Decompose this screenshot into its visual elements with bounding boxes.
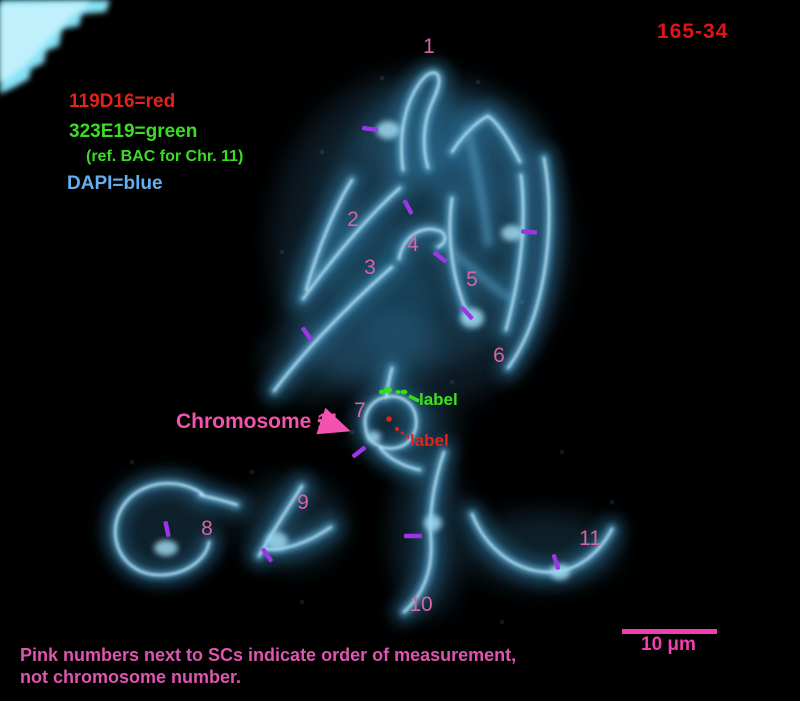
order-marker-9: 9 xyxy=(297,491,309,514)
green-signal-label: label xyxy=(419,390,458,409)
scale-bar xyxy=(622,629,717,634)
legend-green-probe-note: (ref. BAC for Chr. 11) xyxy=(86,148,244,165)
order-marker-7: 7 xyxy=(354,399,366,422)
green-fish-signal xyxy=(379,387,420,403)
order-marker-1: 1 xyxy=(423,35,435,58)
nucleus-blob xyxy=(0,0,110,94)
legend-red-probe: 119D16=red xyxy=(69,91,176,112)
order-marker-6: 6 xyxy=(493,344,505,367)
chromosome11-label: Chromosome 11 xyxy=(176,410,340,433)
speckles xyxy=(130,76,614,624)
legend-green-probe: 323E19=green xyxy=(69,121,198,142)
figure-id: 165-34 xyxy=(657,20,729,43)
red-signal-label: label xyxy=(410,431,449,450)
order-marker-10: 10 xyxy=(409,593,433,616)
caption-line-1: Pink numbers next to SCs indicate order … xyxy=(20,645,517,665)
scale-bar-label: 10 μm xyxy=(641,634,696,655)
legend-dapi: DAPI=blue xyxy=(67,173,163,194)
order-marker-3: 3 xyxy=(364,256,376,279)
measurement-ticks xyxy=(163,125,561,570)
chromosome11-arrow xyxy=(316,407,351,435)
caption-line-2: not chromosome number. xyxy=(20,667,242,687)
red-fish-signal xyxy=(386,416,410,439)
order-marker-5: 5 xyxy=(466,268,478,291)
order-marker-8: 8 xyxy=(201,517,213,540)
order-marker-2: 2 xyxy=(347,208,359,231)
order-marker-4: 4 xyxy=(407,233,419,256)
order-marker-11: 11 xyxy=(579,527,601,550)
bright-knots xyxy=(154,121,570,580)
